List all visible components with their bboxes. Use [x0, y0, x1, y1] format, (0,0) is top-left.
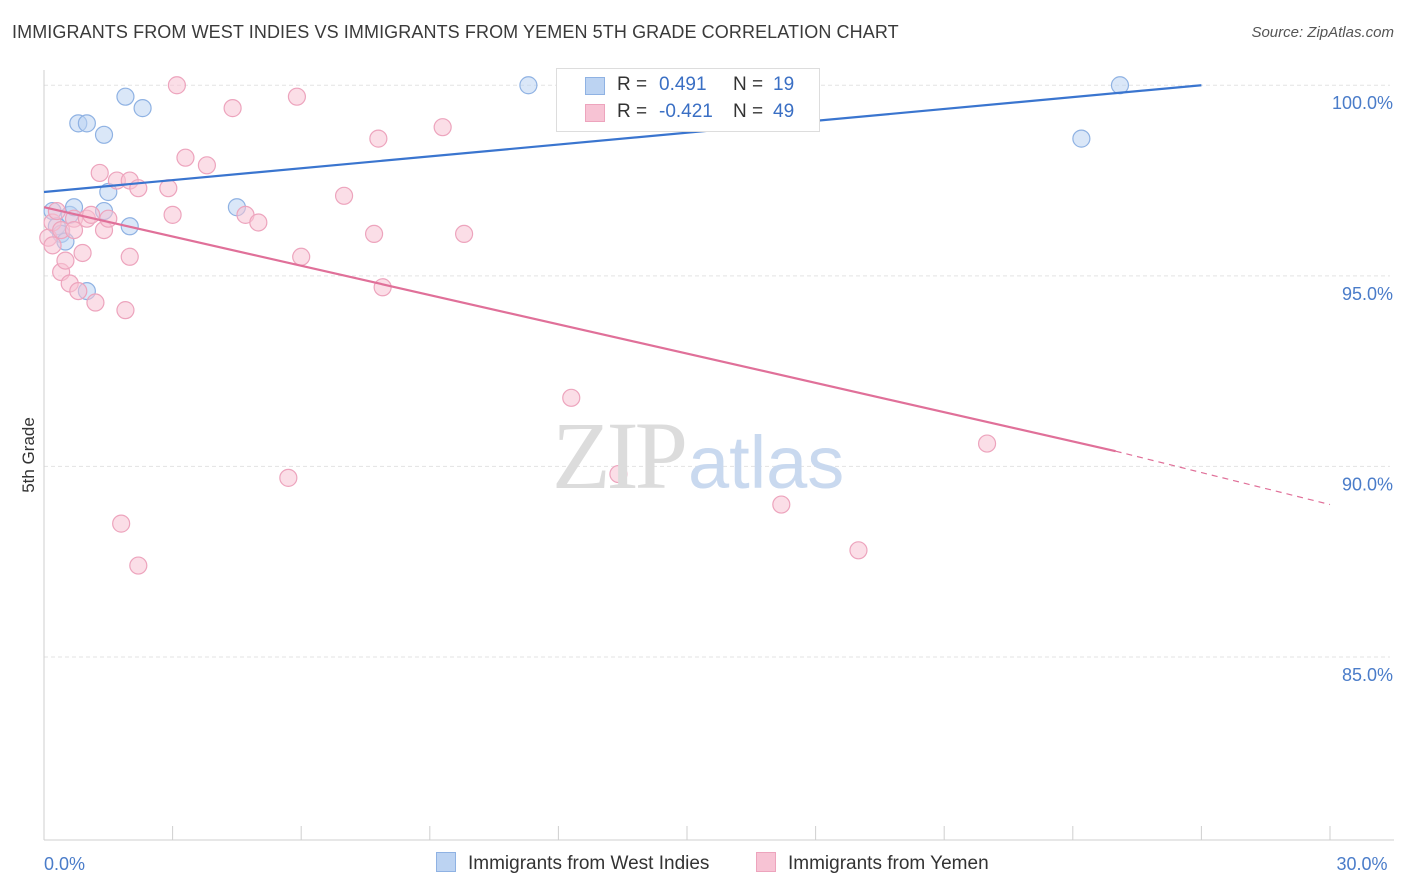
- yemen-point: [609, 464, 628, 484]
- yemen-point: [64, 220, 84, 240]
- yemen-point: [43, 236, 62, 255]
- source-label: Source: ZipAtlas.com: [1251, 24, 1394, 41]
- west-indies-point: [94, 125, 114, 144]
- bottom-legend-swatch-yemen: [756, 852, 776, 872]
- yemen-point: [279, 468, 298, 487]
- y-axis-title: 5th Grade: [19, 417, 38, 493]
- legend-r-label: R =: [617, 74, 648, 95]
- west-indies-point: [116, 87, 135, 106]
- west-indies-point: [1072, 129, 1091, 148]
- yemen-point: [287, 87, 307, 106]
- chart-title: IMMIGRANTS FROM WEST INDIES VS IMMIGRANT…: [12, 22, 899, 42]
- west-indies-trendline: [43, 84, 1202, 194]
- yemen-point: [454, 224, 474, 244]
- yemen-point: [369, 129, 388, 148]
- yemen-point: [249, 213, 268, 232]
- yemen-point: [176, 148, 195, 167]
- yemen-point: [73, 243, 92, 263]
- legend-r-value: -0.421: [659, 101, 713, 122]
- yemen-point: [364, 224, 384, 244]
- yemen-point: [772, 495, 791, 514]
- watermark-atlas: atlas: [688, 421, 845, 504]
- west-indies-point: [77, 114, 96, 133]
- yemen-point: [977, 434, 997, 453]
- yemen-point: [334, 186, 354, 205]
- bottom-legend-label-west-indies: Immigrants from West Indies: [468, 853, 710, 874]
- legend-r-value: 0.491: [659, 74, 707, 95]
- x-tick-label: 0.0%: [44, 854, 85, 874]
- watermark: ZIPatlas: [552, 400, 844, 511]
- x-tick-label: 30.0%: [1336, 854, 1387, 874]
- yemen-point: [82, 205, 101, 224]
- yemen-point: [116, 301, 135, 320]
- yemen-point: [69, 281, 88, 301]
- bottom-legend-west-indies: Immigrants from West Indies: [436, 852, 709, 875]
- legend-n-value: 49: [773, 101, 795, 122]
- yemen-trendline-extension: [1115, 450, 1331, 506]
- legend-r-label: R =: [617, 101, 648, 122]
- yemen-point: [163, 205, 182, 224]
- yemen-point: [120, 247, 139, 266]
- yemen-point: [167, 76, 186, 95]
- watermark-zip: ZIP: [552, 402, 688, 509]
- yemen-point: [112, 514, 131, 533]
- legend-swatch-yemen: [585, 104, 605, 122]
- y-tick-label: 95.0%: [1342, 284, 1393, 304]
- yemen-point: [373, 278, 392, 297]
- yemen-point: [197, 156, 216, 175]
- yemen-trendline: [43, 206, 1116, 453]
- bottom-legend-yemen: Immigrants from Yemen: [756, 852, 989, 875]
- west-indies-point: [133, 99, 152, 118]
- bottom-legend-swatch-west-indies: [436, 852, 456, 872]
- y-tick-label: 85.0%: [1342, 665, 1393, 685]
- yemen-point: [292, 247, 311, 266]
- yemen-point: [129, 556, 148, 575]
- legend-n-label: N =: [733, 74, 764, 95]
- stats-legend: R = 0.491 N = 19 R = -0.421 N = 49: [556, 68, 820, 132]
- yemen-point: [849, 541, 868, 560]
- yemen-point: [562, 388, 581, 407]
- yemen-point: [56, 251, 75, 270]
- yemen-point: [86, 293, 105, 312]
- yemen-point: [90, 163, 109, 183]
- yemen-point: [223, 99, 242, 118]
- yemen-point: [159, 179, 178, 198]
- y-tick-label: 90.0%: [1342, 474, 1393, 494]
- legend-n-label: N =: [733, 101, 764, 122]
- y-tick-label: 100.0%: [1332, 93, 1393, 113]
- yemen-point: [99, 209, 118, 228]
- legend-n-value: 19: [773, 74, 795, 95]
- bottom-legend-label-yemen: Immigrants from Yemen: [788, 853, 989, 874]
- legend-swatch-west-indies: [585, 77, 605, 95]
- west-indies-point: [519, 76, 538, 95]
- yemen-point: [433, 118, 452, 137]
